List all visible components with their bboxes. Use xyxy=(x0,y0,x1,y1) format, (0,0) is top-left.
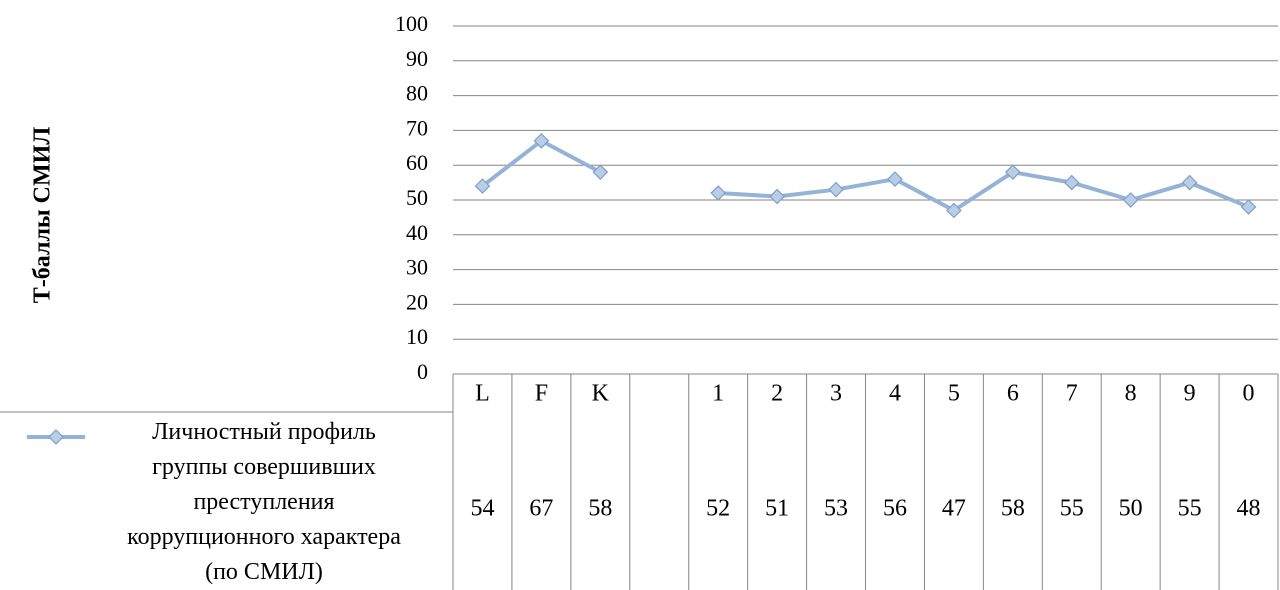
legend-label-line: группы совершивших xyxy=(152,454,376,480)
x-tick-label: 2 xyxy=(771,381,783,407)
x-tick-label: 4 xyxy=(889,381,901,407)
data-point xyxy=(1004,164,1021,181)
data-table-value: 47 xyxy=(942,496,966,522)
data-point xyxy=(1122,192,1139,208)
y-tick-label: 70 xyxy=(406,115,428,140)
data-table-value: 56 xyxy=(883,496,907,522)
legend-label-line: (по СМИЛ) xyxy=(205,559,323,585)
y-tick-label: 10 xyxy=(406,324,428,349)
data-table-value: 58 xyxy=(588,496,612,522)
y-tick-label: 60 xyxy=(406,150,428,175)
data-table-value: 48 xyxy=(1237,496,1261,522)
y-tick-label: 100 xyxy=(395,11,428,36)
y-tick-label: 50 xyxy=(406,185,428,210)
data-point xyxy=(887,171,903,187)
data-table-value: 58 xyxy=(1001,496,1025,522)
y-axis-ticks: 0 10 20 30 40 50 60 70 80 90 100 xyxy=(395,11,428,384)
data-point xyxy=(592,164,609,181)
data-table-value: 55 xyxy=(1060,496,1084,522)
data-point xyxy=(828,181,844,198)
data-table: L 54 F 67 K 58 1 52 2 51 3 53 4 56 5 47 6 58 7 55 8 50 9 55 0 48 xyxy=(0,374,1279,590)
y-tick-label: 80 xyxy=(406,81,428,106)
y-tick-label: 20 xyxy=(406,289,428,314)
data-point xyxy=(1063,174,1080,191)
y-tick-label: 40 xyxy=(406,220,428,245)
legend-label-line: преступления xyxy=(193,489,334,515)
legend-label-line: Личностный профиль xyxy=(152,419,376,445)
series-layer xyxy=(474,132,1257,219)
data-table-value: 50 xyxy=(1119,496,1143,522)
x-tick-label: 0 xyxy=(1243,381,1255,407)
y-tick-label: 30 xyxy=(406,255,428,280)
data-point xyxy=(1181,174,1198,191)
grid xyxy=(453,25,1278,375)
x-tick-label: 8 xyxy=(1125,381,1137,407)
legend: Личностный профиль группы совершивших прес… xyxy=(27,419,401,585)
data-point xyxy=(946,202,962,219)
x-tick-label: 1 xyxy=(712,381,724,407)
data-point xyxy=(710,185,727,201)
legend-label-line: коррупционного характера xyxy=(127,524,401,550)
legend-marker xyxy=(48,429,64,445)
x-tick-label: 7 xyxy=(1066,381,1078,407)
x-tick-label: L xyxy=(475,381,490,407)
x-tick-label: K xyxy=(592,381,610,407)
x-tick-label: F xyxy=(535,381,548,407)
x-tick-label: 5 xyxy=(948,381,960,407)
data-point xyxy=(474,178,491,194)
data-table-value: 54 xyxy=(470,496,494,522)
x-tick-label: 6 xyxy=(1007,381,1019,407)
y-tick-label: 0 xyxy=(417,359,428,384)
data-point xyxy=(769,188,785,205)
data-point xyxy=(533,132,550,149)
data-table-value: 53 xyxy=(824,496,848,522)
y-tick-label: 90 xyxy=(406,46,428,71)
series-line xyxy=(718,170,1250,213)
x-tick-label: 3 xyxy=(830,381,842,407)
data-table-value: 52 xyxy=(706,496,730,522)
legend-label: Личностный профиль группы совершивших прес… xyxy=(127,419,401,585)
data-table-value: 55 xyxy=(1178,496,1202,522)
data-point xyxy=(1240,199,1257,215)
data-table-value: 51 xyxy=(765,496,789,522)
x-tick-label: 9 xyxy=(1184,381,1196,407)
data-table-value: 67 xyxy=(529,496,553,522)
y-axis-label: Т-баллы СМИЛ xyxy=(30,127,56,304)
